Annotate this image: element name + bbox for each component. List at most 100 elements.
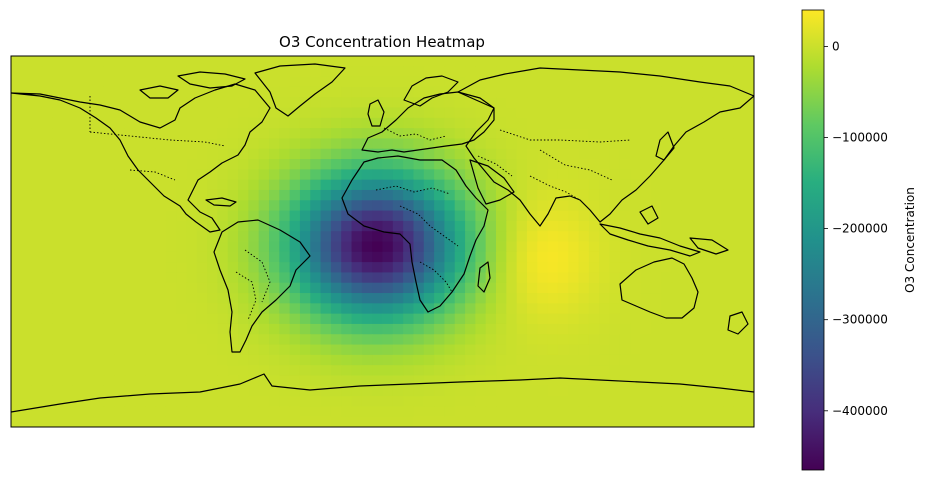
heatmap-cell xyxy=(517,149,528,160)
heatmap-cell xyxy=(248,118,259,129)
heatmap-cell xyxy=(465,77,476,88)
heatmap-cell xyxy=(744,417,755,428)
heatmap-cell xyxy=(331,334,342,345)
heatmap-cell xyxy=(362,386,373,397)
heatmap-cell xyxy=(248,417,259,428)
heatmap-cell xyxy=(589,252,600,263)
heatmap-cell xyxy=(393,200,404,211)
heatmap-cell xyxy=(548,324,559,335)
heatmap-cell xyxy=(279,200,290,211)
heatmap-cell xyxy=(11,365,22,376)
heatmap-cell xyxy=(403,118,414,129)
heatmap-cell xyxy=(517,242,528,253)
heatmap-cell xyxy=(352,97,363,108)
heatmap-cell xyxy=(610,200,621,211)
heatmap-cell xyxy=(321,211,332,222)
heatmap-cell xyxy=(733,375,744,386)
heatmap-cell xyxy=(744,180,755,191)
heatmap-cell xyxy=(321,272,332,283)
heatmap-cell xyxy=(558,149,569,160)
heatmap-cell xyxy=(610,345,621,356)
heatmap-cell xyxy=(176,303,187,314)
heatmap-cell xyxy=(620,159,631,170)
heatmap-cell xyxy=(640,252,651,263)
heatmap-cell xyxy=(568,159,579,170)
heatmap-cell xyxy=(558,386,569,397)
heatmap-cell xyxy=(506,355,517,366)
heatmap-cell xyxy=(403,211,414,222)
heatmap-cell xyxy=(537,324,548,335)
heatmap-cell xyxy=(744,375,755,386)
heatmap-cell xyxy=(702,56,713,67)
heatmap-cell xyxy=(579,149,590,160)
heatmap-cell xyxy=(63,66,74,77)
heatmap-cell xyxy=(537,128,548,139)
heatmap-cell xyxy=(403,221,414,232)
heatmap-cell xyxy=(527,242,538,253)
heatmap-cell xyxy=(269,200,280,211)
heatmap-cell xyxy=(352,118,363,129)
heatmap-cell xyxy=(207,396,218,407)
heatmap-cell xyxy=(21,108,32,119)
heatmap-cell xyxy=(145,200,156,211)
heatmap-cell xyxy=(465,365,476,376)
heatmap-cell xyxy=(733,406,744,417)
heatmap-cell xyxy=(362,97,373,108)
heatmap-cell xyxy=(362,190,373,201)
heatmap-cell xyxy=(434,334,445,345)
heatmap-cell xyxy=(259,180,270,191)
heatmap-cell xyxy=(207,149,218,160)
heatmap-cell xyxy=(517,252,528,263)
heatmap-cell xyxy=(52,272,63,283)
heatmap-cell xyxy=(548,417,559,428)
heatmap-cell xyxy=(702,303,713,314)
heatmap-cell xyxy=(197,314,208,325)
heatmap-cell xyxy=(300,77,311,88)
heatmap-cell xyxy=(52,108,63,119)
heatmap-cell xyxy=(661,221,672,232)
heatmap-cell xyxy=(186,66,197,77)
heatmap-cell xyxy=(279,118,290,129)
heatmap-cell xyxy=(548,252,559,263)
heatmap-cell xyxy=(413,159,424,170)
heatmap-cell xyxy=(517,272,528,283)
heatmap-cell xyxy=(145,149,156,160)
heatmap-cell xyxy=(744,345,755,356)
heatmap-cell xyxy=(145,355,156,366)
heatmap-cell xyxy=(228,138,239,149)
heatmap-cell xyxy=(424,128,435,139)
heatmap-cell xyxy=(321,324,332,335)
heatmap-cell xyxy=(104,272,115,283)
heatmap-cell xyxy=(300,159,311,170)
heatmap-cell xyxy=(125,138,136,149)
heatmap-cell xyxy=(537,108,548,119)
heatmap-cell xyxy=(733,314,744,325)
heatmap-cell xyxy=(620,169,631,180)
heatmap-cell xyxy=(372,272,383,283)
heatmap-cell xyxy=(186,252,197,263)
heatmap-cell xyxy=(21,242,32,253)
heatmap-cell xyxy=(32,169,43,180)
heatmap-cell xyxy=(475,108,486,119)
heatmap-cell xyxy=(393,303,404,314)
heatmap-cell xyxy=(496,159,507,170)
heatmap-cell xyxy=(331,345,342,356)
heatmap-cell xyxy=(723,149,734,160)
heatmap-cell xyxy=(197,231,208,242)
heatmap-cell xyxy=(610,180,621,191)
heatmap-cell xyxy=(321,231,332,242)
heatmap-cell xyxy=(537,345,548,356)
heatmap-cell xyxy=(744,242,755,253)
heatmap-cell xyxy=(11,149,22,160)
heatmap-cell xyxy=(352,211,363,222)
heatmap-cell xyxy=(640,118,651,129)
heatmap-cell xyxy=(548,159,559,170)
heatmap-cell xyxy=(424,252,435,263)
heatmap-cell xyxy=(589,87,600,98)
heatmap-cell xyxy=(73,262,84,273)
heatmap-cell xyxy=(568,406,579,417)
heatmap-cell xyxy=(682,345,693,356)
heatmap-cell xyxy=(114,314,125,325)
heatmap-cell xyxy=(341,231,352,242)
heatmap-cell xyxy=(228,128,239,139)
